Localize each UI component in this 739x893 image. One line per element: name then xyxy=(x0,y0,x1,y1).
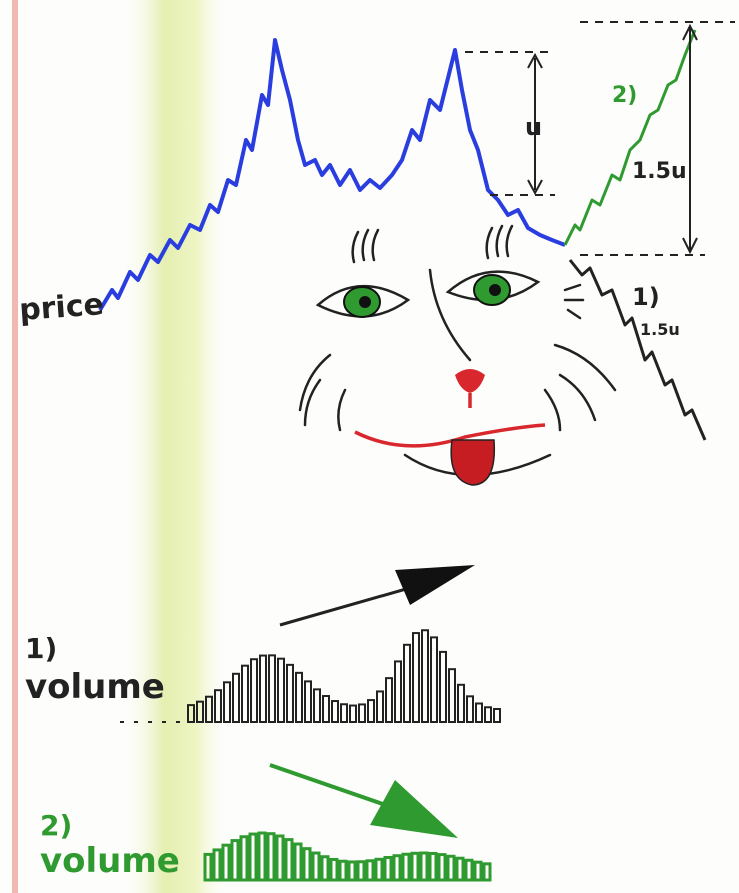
volume-bar xyxy=(205,695,213,723)
measurements xyxy=(465,21,735,256)
volume-bar xyxy=(473,860,483,882)
volume-bar xyxy=(457,683,465,723)
volume-bar xyxy=(419,851,429,882)
volume-bar xyxy=(374,857,384,882)
u-label: u xyxy=(525,113,542,141)
volume-bar xyxy=(295,671,303,724)
volume-bar xyxy=(221,843,231,882)
price-line xyxy=(98,38,566,312)
volume-bar xyxy=(302,847,312,882)
volume-bar xyxy=(455,856,465,882)
volume-1-label: volume xyxy=(25,667,165,707)
left-pupil xyxy=(359,296,371,308)
volume-bar xyxy=(239,835,249,882)
volume-bar xyxy=(448,668,456,724)
volume-bar xyxy=(230,839,240,882)
volume-bar xyxy=(257,831,267,882)
down-scenario-label: 1) xyxy=(632,283,660,311)
volume-bar xyxy=(196,700,204,724)
volume-bar xyxy=(232,672,240,723)
volume-bar xyxy=(412,632,420,723)
target-down-label: 1.5u xyxy=(640,320,680,339)
volume-bar xyxy=(356,860,366,882)
volume-bar xyxy=(275,834,285,882)
cat-face xyxy=(298,224,617,477)
arrow-shaft xyxy=(279,583,421,627)
volume-bar xyxy=(383,856,393,882)
volume-bar xyxy=(484,706,492,723)
volume-bar xyxy=(367,699,375,724)
volume-bar xyxy=(394,660,402,723)
volume-bar xyxy=(410,851,420,882)
volume-bar xyxy=(329,857,339,882)
volume-bar xyxy=(403,643,411,723)
price-label: price xyxy=(18,287,105,328)
volume-bars xyxy=(187,629,501,724)
volume-2-label: volume xyxy=(40,841,180,881)
volume-bars xyxy=(203,831,492,882)
volume-bar xyxy=(293,842,303,882)
volume-bar xyxy=(340,703,348,723)
margin-line xyxy=(12,0,18,893)
tongue xyxy=(450,439,496,486)
volume-bar xyxy=(223,681,231,724)
volume-bar xyxy=(313,688,321,723)
right-pupil xyxy=(489,284,501,296)
volume-bar xyxy=(358,703,366,724)
scenario-down-line xyxy=(568,259,707,441)
volume-bar xyxy=(322,695,330,724)
volume-bar xyxy=(365,859,375,882)
nose xyxy=(455,369,485,393)
volume-bar xyxy=(268,654,276,724)
volume-bar xyxy=(286,663,294,723)
volume-bar xyxy=(430,636,438,724)
volume-bar xyxy=(304,680,312,724)
volume-bar xyxy=(347,860,357,882)
volume-bar xyxy=(248,832,258,882)
volume-bar xyxy=(446,854,456,882)
volume-bar xyxy=(466,695,474,723)
mouth xyxy=(354,393,546,448)
volume-bar xyxy=(331,700,339,723)
arrow-shaft xyxy=(269,763,401,812)
volume-bar xyxy=(421,629,429,723)
scenario-up-line xyxy=(563,29,697,246)
arrow-head xyxy=(395,565,475,605)
volume-bar xyxy=(464,858,474,882)
volume-bar xyxy=(250,658,258,723)
volume-bar xyxy=(401,852,411,882)
volume-bar xyxy=(392,854,402,882)
volume-bar xyxy=(475,702,483,723)
volume-bar xyxy=(482,862,492,882)
volume-bar xyxy=(212,848,222,882)
volume-1-number: 1) xyxy=(25,632,57,665)
volume-bar xyxy=(187,704,195,724)
volume-bar xyxy=(203,852,213,882)
arrow-head xyxy=(370,780,458,838)
volume-bar xyxy=(241,664,249,724)
volume-bar xyxy=(214,689,222,723)
target-up-label: 1.5u xyxy=(632,159,687,184)
volume-bar xyxy=(320,855,330,882)
volume-bar xyxy=(349,704,357,723)
volume-bar xyxy=(311,851,321,882)
volume-bar xyxy=(284,838,294,882)
volume-bar xyxy=(437,853,447,882)
highlight-band xyxy=(120,0,230,893)
volume-bar xyxy=(277,657,285,723)
volume-bar xyxy=(428,851,438,882)
volume-bar xyxy=(259,654,267,723)
volume-bar xyxy=(376,690,384,724)
volume-bar xyxy=(385,677,393,723)
volume-bar xyxy=(439,650,447,724)
volume-bar xyxy=(493,707,501,724)
volume-bar xyxy=(266,832,276,882)
up-scenario-label: 2) xyxy=(612,83,637,108)
volume-bar xyxy=(338,859,348,882)
volume-2-number: 2) xyxy=(40,809,72,842)
